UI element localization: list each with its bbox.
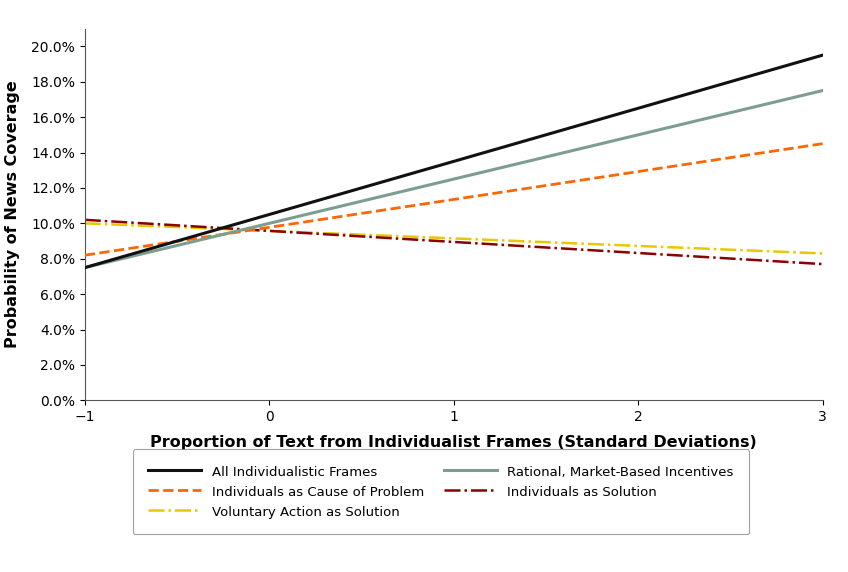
Legend: All Individualistic Frames, Individuals as Cause of Problem, Voluntary Action as: All Individualistic Frames, Individuals … <box>132 450 750 534</box>
X-axis label: Proportion of Text from Individualist Frames (Standard Deviations): Proportion of Text from Individualist Fr… <box>150 435 757 450</box>
Y-axis label: Probability of News Coverage: Probability of News Coverage <box>5 81 20 348</box>
